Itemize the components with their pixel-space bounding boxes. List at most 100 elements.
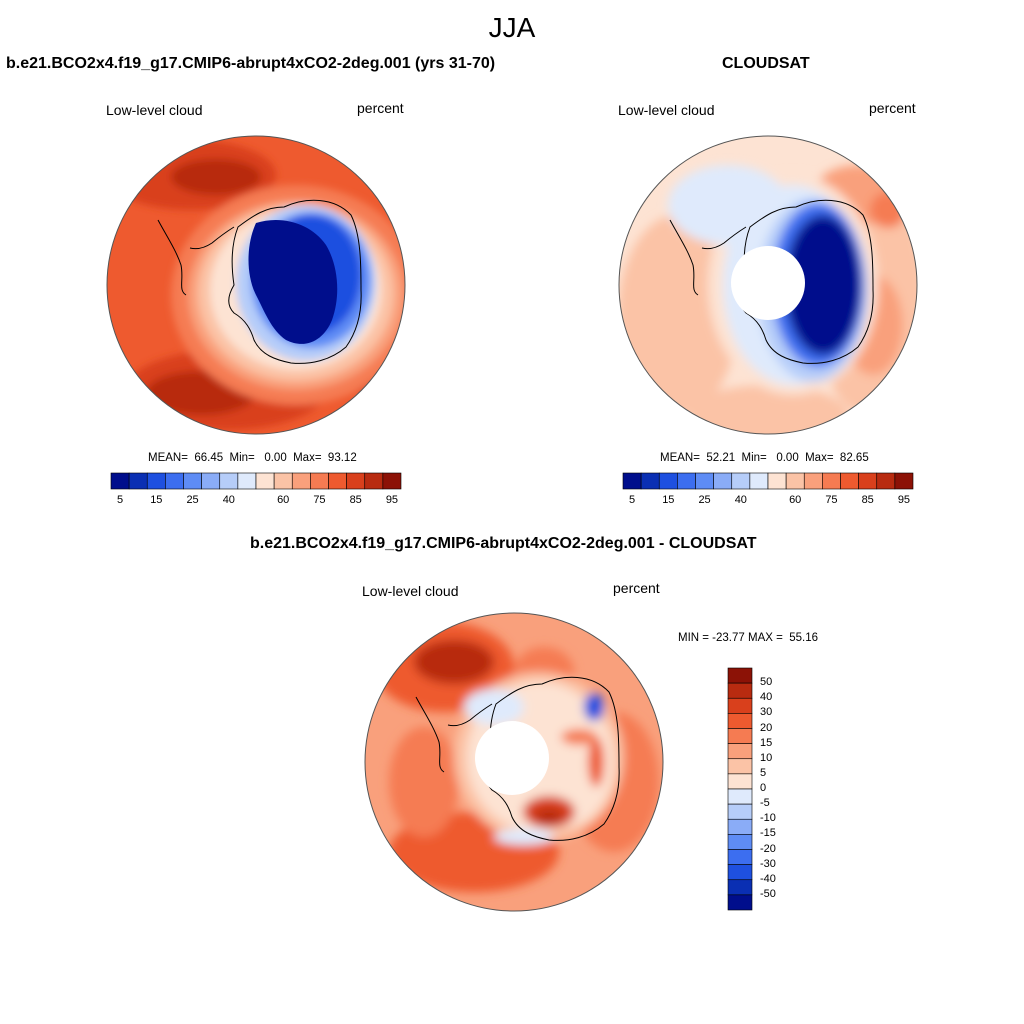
panel-2-colorbar-tick-label: 75 <box>825 494 838 506</box>
panel-1-variable-label: Low-level cloud <box>106 102 203 118</box>
panel-1-colorbar-swatch <box>310 472 329 490</box>
panel-2-colorbar-swatch <box>749 472 769 490</box>
panel-3-units-label: percent <box>613 580 660 596</box>
panel-2-colorbar <box>622 472 914 490</box>
panel-2-colorbar-tick-label: 60 <box>789 494 802 506</box>
panel-3-peninsula-coastline <box>415 696 445 773</box>
panel-2-colorbar-tick-label: 40 <box>734 494 747 506</box>
panel-3-variable-label: Low-level cloud <box>362 583 459 599</box>
panel-2-colorbar-swatch <box>840 472 859 490</box>
panel-3-colorbar-swatch <box>727 849 753 865</box>
panel-1-colorbar-tick-label: 5 <box>117 494 124 506</box>
panel-1-colorbar-tick-label: 75 <box>313 494 326 506</box>
panel-3-colorbar-swatch <box>727 834 753 850</box>
panel-3-colorbar-tick-label: 40 <box>760 691 773 704</box>
panel-3-colorbar-swatch <box>727 697 753 714</box>
panel-3-colorbar-tick-label: -15 <box>760 827 776 840</box>
panel-1-colorbar-swatch <box>146 472 166 490</box>
panel-1-colorbar-tick-label: 15 <box>150 494 163 506</box>
panel-3-colorbar-tick-label: -50 <box>760 887 776 900</box>
panel-1-colorbar-tick-label: 85 <box>349 494 362 506</box>
panel-1-colorbar-swatch <box>237 472 257 490</box>
panel-2-colorbar-swatch <box>695 472 714 490</box>
panel-2-map-border <box>618 135 918 435</box>
panel-1-peninsula-coastline <box>157 219 187 296</box>
panel-1-colorbar-swatch <box>183 472 202 490</box>
panel-2-colorbar-tick-label: 85 <box>861 494 874 506</box>
panel-2-colorbar-swatch <box>713 472 733 490</box>
panel-1-title: b.e21.BCO2x4.f19_g17.CMIP6-abrupt4xCO2-2… <box>6 55 496 72</box>
panel-3-colorbar-tick-label: -5 <box>760 797 770 810</box>
panel-1-colorbar-tick-label: 25 <box>186 494 199 506</box>
panel-3-colorbar-swatch <box>727 758 753 775</box>
panel-2-colorbar-tick-label: 5 <box>629 494 636 506</box>
panel-2-units-label: percent <box>869 100 916 116</box>
panel-3-colorbar <box>727 667 753 911</box>
panel-2-colorbar-swatch <box>731 472 751 490</box>
panel-1-colorbar-tick-label: 40 <box>222 494 235 506</box>
panel-2-colorbar-swatch <box>858 472 878 490</box>
panel-3-colorbar-tick-label: 50 <box>760 676 773 689</box>
panel-1-stats: MEAN= 66.45 Min= 0.00 Max= 93.12 <box>148 452 357 464</box>
panel-2-colorbar-swatch <box>785 472 805 490</box>
panel-3-colorbar-tick-label: 30 <box>760 706 773 719</box>
panel-1-colorbar-swatch <box>219 472 239 490</box>
panel-2-colorbar-swatch <box>876 472 896 490</box>
panel-3-colorbar-tick-label: -10 <box>760 812 776 825</box>
panel-2-colorbar-tick-label: 25 <box>698 494 711 506</box>
panel-3-colorbar-swatch <box>727 773 753 790</box>
panel-1-colorbar-swatch <box>364 472 384 490</box>
panel-2-colorbar-swatch <box>622 472 642 490</box>
panel-1-plateau-minimum <box>248 219 338 344</box>
panel-2-colorbar-swatch <box>803 472 823 490</box>
panel-3-colorbar-swatch <box>727 728 753 744</box>
panel-1-colorbar-swatch <box>201 472 221 490</box>
panel-3-colorbar-swatch <box>727 682 753 699</box>
panel-3-colorbar-swatch <box>727 743 753 760</box>
panel-3-polar-map <box>364 612 664 912</box>
panel-2-antarctica-coastline <box>701 199 874 364</box>
panel-1-colorbar-swatch <box>165 472 184 490</box>
panel-1-map-border <box>106 135 406 435</box>
panel-3-polar-data-gap <box>475 721 549 795</box>
panel-2-colorbar-tick-label: 95 <box>897 494 911 506</box>
panel-2-colorbar-swatch <box>894 472 914 490</box>
panel-1-polar-map <box>106 135 406 435</box>
panel-1-antarctica-coastline <box>189 199 362 364</box>
panel-1-colorbar-swatch <box>128 472 148 490</box>
panel-3-colorbar-swatch <box>727 713 753 729</box>
panel-2-polar-data-gap <box>731 246 805 320</box>
panel-1-colorbar-swatch <box>328 472 347 490</box>
panel-1-colorbar-swatch <box>255 472 275 490</box>
panel-3-colorbar-tick-label: 10 <box>760 751 773 764</box>
panel-3-colorbar-swatch <box>727 864 753 881</box>
panel-1-colorbar-swatch <box>382 472 402 490</box>
panel-2-stats: MEAN= 52.21 Min= 0.00 Max= 82.65 <box>660 452 869 464</box>
figure-title: JJA <box>488 12 536 43</box>
panel-3-colorbar-swatch <box>727 818 753 835</box>
panel-1-colorbar <box>110 472 402 490</box>
panel-3-colorbar-tick-label: -30 <box>760 857 776 870</box>
panel-2-colorbar-swatch <box>640 472 660 490</box>
panel-2-colorbar-swatch <box>677 472 696 490</box>
panel-3-colorbar-tick-label: -40 <box>760 872 776 885</box>
panel-2-peninsula-coastline <box>669 219 699 296</box>
panel-3-colorbar-swatch <box>727 894 753 911</box>
panel-2-colorbar-swatch <box>822 472 841 490</box>
panel-2-variable-label: Low-level cloud <box>618 102 715 118</box>
panel-2-colorbar-tick-label: 15 <box>662 494 675 506</box>
panel-3-colorbar-tick-label: 0 <box>760 782 767 794</box>
panel-3-colorbar-swatch <box>727 788 753 805</box>
panel-1-colorbar-tick-label: 95 <box>385 494 399 506</box>
panel-2-colorbar-swatch <box>767 472 787 490</box>
panel-2-title: CLOUDSAT <box>722 55 810 72</box>
panel-1-colorbar-tick-label: 60 <box>277 494 290 506</box>
panel-3-colorbar-tick-label: 15 <box>760 736 773 749</box>
panel-2-polar-map <box>618 135 918 435</box>
panel-3-stats: MIN = -23.77 MAX = 55.16 <box>678 632 818 644</box>
panel-3-colorbar-tick-label: 20 <box>760 721 773 734</box>
panel-2-colorbar-swatch <box>658 472 678 490</box>
panel-3-colorbar-tick-label: 5 <box>760 766 767 779</box>
panel-3-colorbar-tick-label: -20 <box>760 842 776 855</box>
panel-1-colorbar-swatch <box>273 472 293 490</box>
